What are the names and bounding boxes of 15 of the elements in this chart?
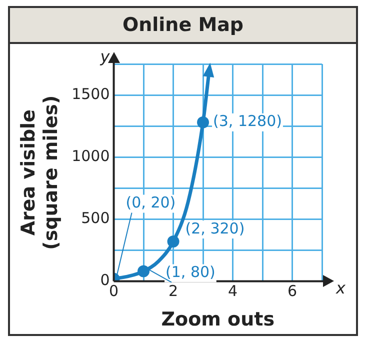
annotation: (0, 20): [126, 194, 176, 212]
chart-title: Online Map: [10, 8, 356, 44]
y-tick-label: 500: [81, 209, 110, 228]
y-tick-label: 1500: [72, 84, 110, 103]
annotation: (2, 320): [185, 219, 245, 238]
x-axis-title: Zoom outs: [161, 308, 275, 331]
y-axis-title: Area visible (square miles): [17, 95, 62, 250]
x-tick-label: 2: [168, 282, 178, 300]
y-tick-label: 1000: [72, 146, 110, 165]
x-tick-label: 4: [228, 282, 238, 300]
annotation: (3, 1280): [213, 112, 282, 130]
text: x: [335, 278, 346, 298]
annotation: (1, 80): [166, 263, 216, 282]
text: y: [99, 47, 110, 66]
x-tick-label: 6: [287, 282, 298, 300]
